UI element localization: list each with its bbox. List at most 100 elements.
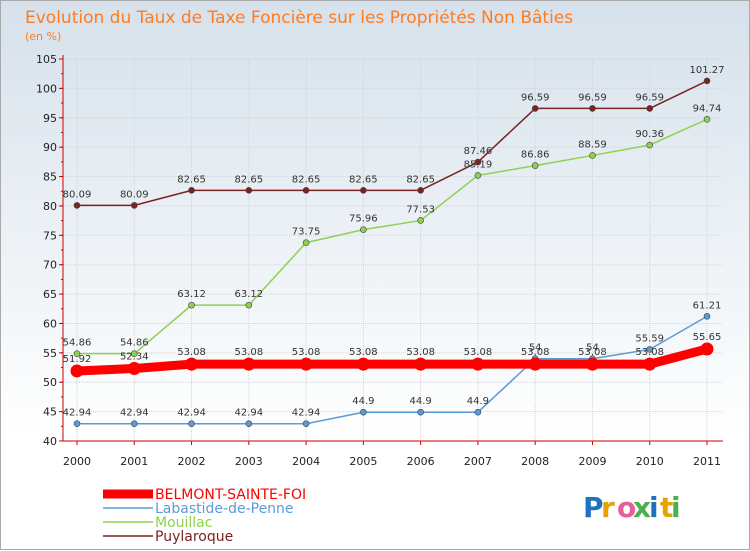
data-label: 82.65 <box>349 174 378 185</box>
data-point <box>643 357 657 371</box>
series-line <box>72 344 712 376</box>
data-label: 82.65 <box>234 174 263 185</box>
series-line <box>76 80 708 207</box>
data-label: 42.94 <box>292 408 321 419</box>
data-label: 54.86 <box>63 338 92 349</box>
data-label: 82.65 <box>177 174 206 185</box>
data-point <box>531 105 539 112</box>
data-label: 53.08 <box>464 347 493 358</box>
logo-letter: x <box>633 491 651 524</box>
legend-label: Labastide-de-Penne <box>155 501 294 517</box>
y-tick-label: 75 <box>43 229 57 242</box>
data-label: 94.74 <box>693 103 722 114</box>
grid <box>63 58 723 442</box>
legend-label: BELMONT-SAINTE-FOI <box>155 487 306 503</box>
data-point <box>73 420 81 428</box>
data-point <box>474 172 482 179</box>
data-label: 96.59 <box>521 92 550 103</box>
data-point <box>417 187 424 194</box>
y-tick-label: 85 <box>43 171 57 184</box>
data-label: 53.08 <box>406 347 435 358</box>
data-label: 86.86 <box>521 150 550 161</box>
data-point <box>646 105 654 112</box>
x-tick-label: 2003 <box>235 455 263 468</box>
data-label: 42.94 <box>63 408 92 419</box>
data-label: 44.9 <box>352 396 374 407</box>
y-tick-label: 50 <box>43 376 57 389</box>
data-point <box>646 141 654 149</box>
data-label: 53.08 <box>521 347 550 358</box>
data-point <box>417 217 424 224</box>
data-label: 53.08 <box>234 347 263 358</box>
series-3: 80.09 80.09 82.65 82.65 82.65 82.65 82.65 87.46… <box>63 65 725 209</box>
data-label: 53.08 <box>578 347 607 358</box>
x-tick-label: 2001 <box>120 455 148 468</box>
data-point <box>528 357 542 371</box>
x-tick-label: 2005 <box>349 455 377 468</box>
y-tick-label: 45 <box>43 406 57 419</box>
y-tick-label: 100 <box>36 82 57 95</box>
data-label: 75.96 <box>349 214 378 225</box>
y-tick-label: 60 <box>43 317 57 330</box>
data-point <box>73 202 81 209</box>
x-tick-label: 2000 <box>63 455 91 468</box>
x-tick-label: 2008 <box>521 455 549 468</box>
data-point <box>356 357 370 371</box>
data-point <box>242 357 256 371</box>
series-line <box>76 315 708 425</box>
data-label: 53.08 <box>349 347 378 358</box>
data-point <box>585 357 599 371</box>
data-label: 53.08 <box>177 347 206 358</box>
data-label: 101.27 <box>690 65 725 76</box>
data-point <box>700 342 714 356</box>
data-label: 87.46 <box>464 146 493 157</box>
data-label: 63.12 <box>234 289 263 300</box>
data-label: 55.65 <box>693 332 722 343</box>
x-tick-label: 2004 <box>292 455 320 468</box>
data-point <box>360 226 367 233</box>
data-point <box>703 115 711 123</box>
data-label: 80.09 <box>63 189 92 200</box>
data-point <box>360 408 367 416</box>
data-point <box>474 158 482 166</box>
data-point <box>646 346 654 353</box>
data-label: 53.08 <box>292 347 321 358</box>
logo-letter: r <box>601 491 615 524</box>
data-label: 54 <box>586 343 599 354</box>
data-point <box>130 202 138 209</box>
data-point <box>360 187 367 194</box>
data-point <box>589 105 596 112</box>
legend-label: Puylaroque <box>155 529 233 545</box>
y-tick-label: 40 <box>43 435 57 448</box>
data-point <box>302 420 310 428</box>
data-label: 44.9 <box>467 396 489 407</box>
series-0: 51.92 52.34 53.08 53.08 53.08 53.08 53.08 53.08… <box>63 332 722 378</box>
data-point <box>417 408 424 416</box>
data-point <box>703 313 711 320</box>
data-point <box>474 408 482 416</box>
x-tick-label: 2002 <box>178 455 206 468</box>
data-point <box>471 357 485 371</box>
y-tick-label: 90 <box>43 141 57 154</box>
logo-letter: i <box>649 491 659 524</box>
data-point <box>245 420 253 428</box>
chart-title: Evolution du Taux de Taxe Foncière sur l… <box>25 8 573 28</box>
data-point <box>127 361 141 375</box>
y-axis-ticks: 40 45 50 55 60 65 70 75 80 85 90 95 100 105 <box>36 53 57 448</box>
data-point <box>414 357 428 371</box>
data-label: 53.08 <box>635 347 664 358</box>
data-point <box>188 301 195 309</box>
data-label: 54 <box>529 343 542 354</box>
data-point <box>70 364 84 378</box>
data-point <box>531 162 539 169</box>
axes <box>59 55 723 445</box>
data-point <box>703 77 711 85</box>
data-label: 80.09 <box>120 189 149 200</box>
y-tick-label: 55 <box>43 347 57 360</box>
y-tick-label: 80 <box>43 200 57 213</box>
data-label: 52.34 <box>120 351 149 362</box>
data-label: 42.94 <box>120 408 149 419</box>
data-point <box>130 420 138 428</box>
